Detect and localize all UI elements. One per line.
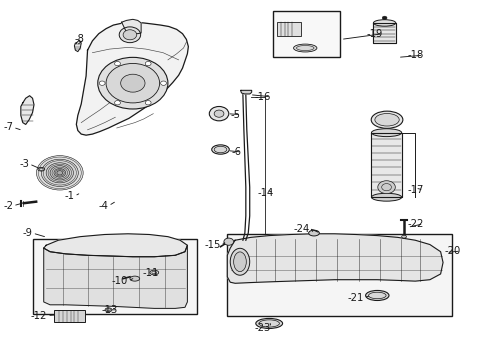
FancyBboxPatch shape <box>272 11 340 57</box>
Text: -3: -3 <box>19 159 29 169</box>
Ellipse shape <box>373 20 396 26</box>
Circle shape <box>224 238 234 245</box>
Circle shape <box>209 107 229 121</box>
Circle shape <box>115 62 121 66</box>
Circle shape <box>99 81 105 85</box>
Text: -19: -19 <box>367 29 383 39</box>
Ellipse shape <box>375 113 399 126</box>
Circle shape <box>378 181 395 194</box>
FancyBboxPatch shape <box>54 310 85 322</box>
Circle shape <box>145 100 151 105</box>
Ellipse shape <box>294 44 317 52</box>
Ellipse shape <box>371 111 403 129</box>
Circle shape <box>121 74 145 92</box>
Polygon shape <box>44 234 187 257</box>
Text: -16: -16 <box>255 92 271 102</box>
Circle shape <box>214 110 224 117</box>
FancyBboxPatch shape <box>227 234 452 316</box>
Text: -1: -1 <box>64 191 74 201</box>
Ellipse shape <box>402 235 407 238</box>
Text: -11: -11 <box>143 267 159 278</box>
Text: -12: -12 <box>31 311 47 320</box>
Circle shape <box>115 100 121 105</box>
Ellipse shape <box>38 167 45 171</box>
Polygon shape <box>227 234 443 283</box>
Circle shape <box>382 16 387 20</box>
Polygon shape <box>122 19 141 34</box>
Text: -23: -23 <box>255 323 271 333</box>
Polygon shape <box>371 133 402 197</box>
Text: -15: -15 <box>204 239 220 249</box>
Text: -5: -5 <box>231 110 241 120</box>
Ellipse shape <box>234 252 246 272</box>
Circle shape <box>161 81 167 85</box>
Ellipse shape <box>130 276 140 281</box>
Circle shape <box>57 171 63 175</box>
Ellipse shape <box>309 230 319 236</box>
Polygon shape <box>76 22 188 135</box>
Text: -22: -22 <box>407 219 423 229</box>
Ellipse shape <box>371 129 402 136</box>
Circle shape <box>106 63 160 103</box>
Text: -4: -4 <box>98 201 108 211</box>
Ellipse shape <box>105 308 112 312</box>
Text: -20: -20 <box>445 246 461 256</box>
Circle shape <box>119 27 141 42</box>
Text: -17: -17 <box>407 185 423 195</box>
Ellipse shape <box>366 291 389 301</box>
Text: -10: -10 <box>112 276 128 286</box>
Circle shape <box>46 163 74 183</box>
Ellipse shape <box>371 193 402 201</box>
FancyBboxPatch shape <box>32 239 197 315</box>
Ellipse shape <box>212 145 229 154</box>
Circle shape <box>123 30 137 40</box>
Text: -21: -21 <box>347 293 364 303</box>
Ellipse shape <box>230 248 250 275</box>
Circle shape <box>98 57 168 109</box>
Polygon shape <box>241 90 252 94</box>
Polygon shape <box>44 245 187 309</box>
Text: -18: -18 <box>407 50 423 60</box>
Polygon shape <box>21 96 34 125</box>
Text: -14: -14 <box>258 188 274 198</box>
Ellipse shape <box>150 270 159 275</box>
Text: -6: -6 <box>232 147 242 157</box>
Polygon shape <box>74 40 81 51</box>
Ellipse shape <box>214 146 227 153</box>
FancyBboxPatch shape <box>277 22 301 36</box>
Polygon shape <box>373 23 396 43</box>
Circle shape <box>145 62 151 66</box>
Circle shape <box>41 159 78 186</box>
Text: -9: -9 <box>23 228 32 238</box>
Circle shape <box>50 166 70 180</box>
Text: -8: -8 <box>74 35 84 44</box>
Text: -2: -2 <box>3 201 13 211</box>
Circle shape <box>36 156 83 190</box>
Ellipse shape <box>256 319 283 328</box>
Circle shape <box>54 168 66 177</box>
Text: -13: -13 <box>102 305 118 315</box>
Text: -7: -7 <box>3 122 13 132</box>
Text: -24: -24 <box>294 225 310 234</box>
